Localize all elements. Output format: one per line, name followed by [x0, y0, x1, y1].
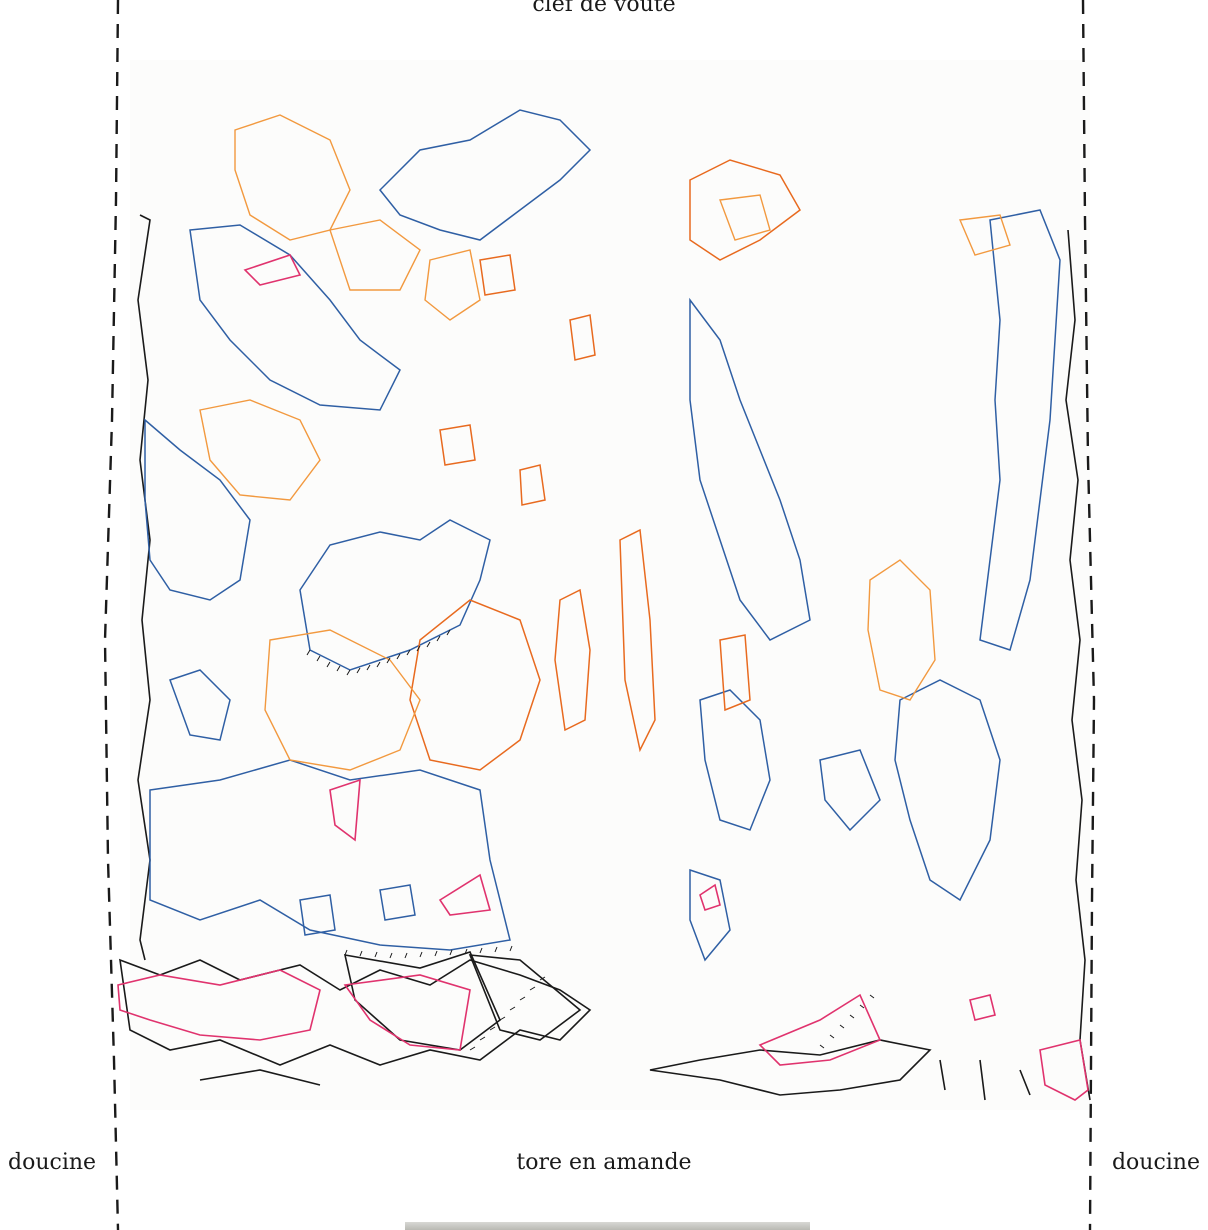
patch-pink-right-base [758, 993, 882, 1066]
patch-pink-left-base [117, 969, 321, 1041]
patch-blue-top [378, 109, 592, 241]
patch-blue-upper-left [189, 224, 401, 411]
label-almond-torus: tore en amande [516, 1150, 692, 1175]
patch-blue-right-column [979, 209, 1061, 651]
hatch-marks [306, 629, 875, 1051]
patch-orange-upper-left [234, 114, 351, 241]
blue-patches [144, 109, 1061, 962]
stone-outline [119, 214, 1091, 1101]
patch-blue-left-band [144, 418, 251, 601]
pink-patches [117, 254, 1089, 1101]
boundary-right [1081, 0, 1096, 1230]
outline-left [137, 214, 151, 961]
patch-blue-lower-center [149, 759, 511, 951]
boundary-left [103, 0, 120, 1230]
outline-bottom-left [119, 958, 592, 1066]
scale-bar [405, 1222, 810, 1230]
patch-orange-streak-2 [619, 528, 656, 753]
patch-orange-center-left [409, 599, 541, 771]
orange-dark-patches [409, 159, 801, 771]
patch-orange-right-mid [867, 559, 936, 701]
patch-orange-left-mid [199, 399, 321, 501]
patch-orange-lower-left [264, 629, 421, 771]
label-ogee-left: doucine [8, 1150, 97, 1175]
boundary-lines [103, 0, 1096, 1230]
patch-orange-top-right [689, 159, 801, 261]
orange-light-patches [199, 114, 1011, 771]
patch-orange-streak-1 [554, 588, 591, 732]
outline-right [1065, 229, 1091, 1101]
patch-blue-center-column [689, 297, 811, 641]
outline-bottom-right [649, 1039, 932, 1096]
drawing-sheet [130, 60, 1090, 1110]
patch-pink-far-right [1039, 1039, 1089, 1101]
patch-blue-right-lower [894, 679, 1001, 902]
patch-pink-center-base [343, 974, 471, 1051]
patch-blue-center-void [299, 519, 491, 671]
label-ogee-right: doucine [1111, 1150, 1200, 1175]
label-keystone: clef de voûte [532, 0, 676, 17]
